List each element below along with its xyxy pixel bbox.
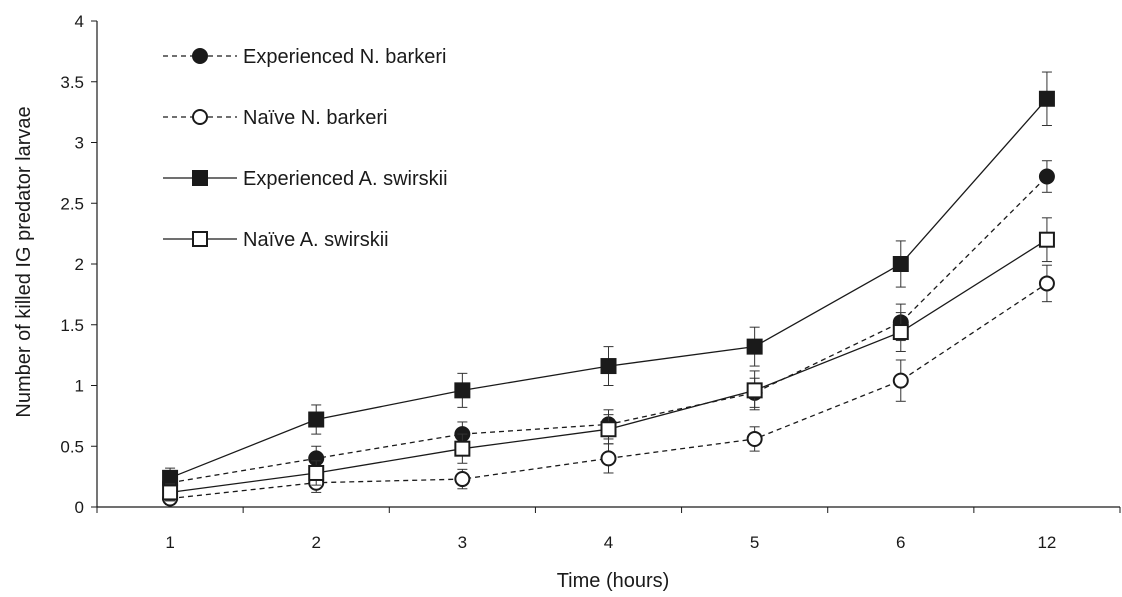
legend-marker	[192, 231, 208, 247]
x-tick-label: 6	[896, 533, 905, 552]
data-point	[308, 464, 325, 481]
data-point	[454, 440, 471, 457]
y-tick-label: 2.5	[60, 194, 84, 213]
y-tick-label: 1.5	[60, 316, 84, 335]
data-point	[1038, 90, 1055, 107]
data-point	[892, 324, 909, 341]
data-point	[454, 471, 471, 488]
series-experienced-a-swirskii	[162, 71, 1055, 489]
y-tick-label: 2	[75, 255, 84, 274]
y-tick-label: 0	[75, 498, 84, 517]
legend-item-experienced-n-barkeri: Experienced N. barkeri	[163, 46, 446, 68]
data-point	[454, 382, 471, 399]
y-axis-title: Number of killed IG predator larvae	[13, 106, 35, 417]
x-tick-label: 2	[311, 533, 320, 552]
x-tick-label: 12	[1037, 533, 1056, 552]
data-point	[162, 469, 179, 486]
x-axis-title: Time (hours)	[557, 570, 670, 592]
data-point	[746, 430, 763, 447]
data-point	[892, 372, 909, 389]
y-tick-label: 1	[75, 377, 84, 396]
legend: Experienced N. barkeri Naïve N. barkeri Ex…	[163, 46, 448, 251]
x-tick-label: 1	[165, 533, 174, 552]
data-point	[600, 450, 617, 467]
legend-marker	[192, 109, 208, 125]
legend-label: Naïve N. barkeri	[243, 107, 388, 129]
data-point	[1038, 231, 1055, 248]
y-tick-label: 4	[75, 12, 84, 31]
legend-label: Experienced N. barkeri	[243, 46, 446, 68]
x-tick-label: 5	[750, 533, 759, 552]
legend-label: Experienced A. swirskii	[243, 168, 448, 190]
x-tick-label: 4	[604, 533, 613, 552]
y-tick-label: 0.5	[60, 437, 84, 456]
data-point	[892, 256, 909, 272]
data-point	[1038, 168, 1055, 185]
y-tick-label: 3	[75, 134, 84, 153]
series-naive-a-swirskii	[162, 217, 1055, 502]
data-point	[1038, 275, 1055, 292]
x-tick-label: 3	[458, 533, 467, 552]
legend-label: Naïve A. swirskii	[243, 229, 389, 251]
data-point	[308, 411, 325, 428]
data-point	[746, 382, 763, 399]
legend-marker	[192, 48, 208, 64]
legend-item-naive-a-swirskii: Naïve A. swirskii	[163, 229, 389, 251]
data-point	[162, 484, 179, 501]
y-tick-label: 3.5	[60, 73, 84, 92]
data-point	[746, 338, 763, 355]
data-point	[600, 421, 617, 438]
legend-marker	[192, 170, 208, 186]
legend-item-naive-n-barkeri: Naïve N. barkeri	[163, 107, 388, 129]
data-point	[600, 358, 617, 375]
legend-item-experienced-a-swirskii: Experienced A. swirskii	[163, 168, 448, 190]
